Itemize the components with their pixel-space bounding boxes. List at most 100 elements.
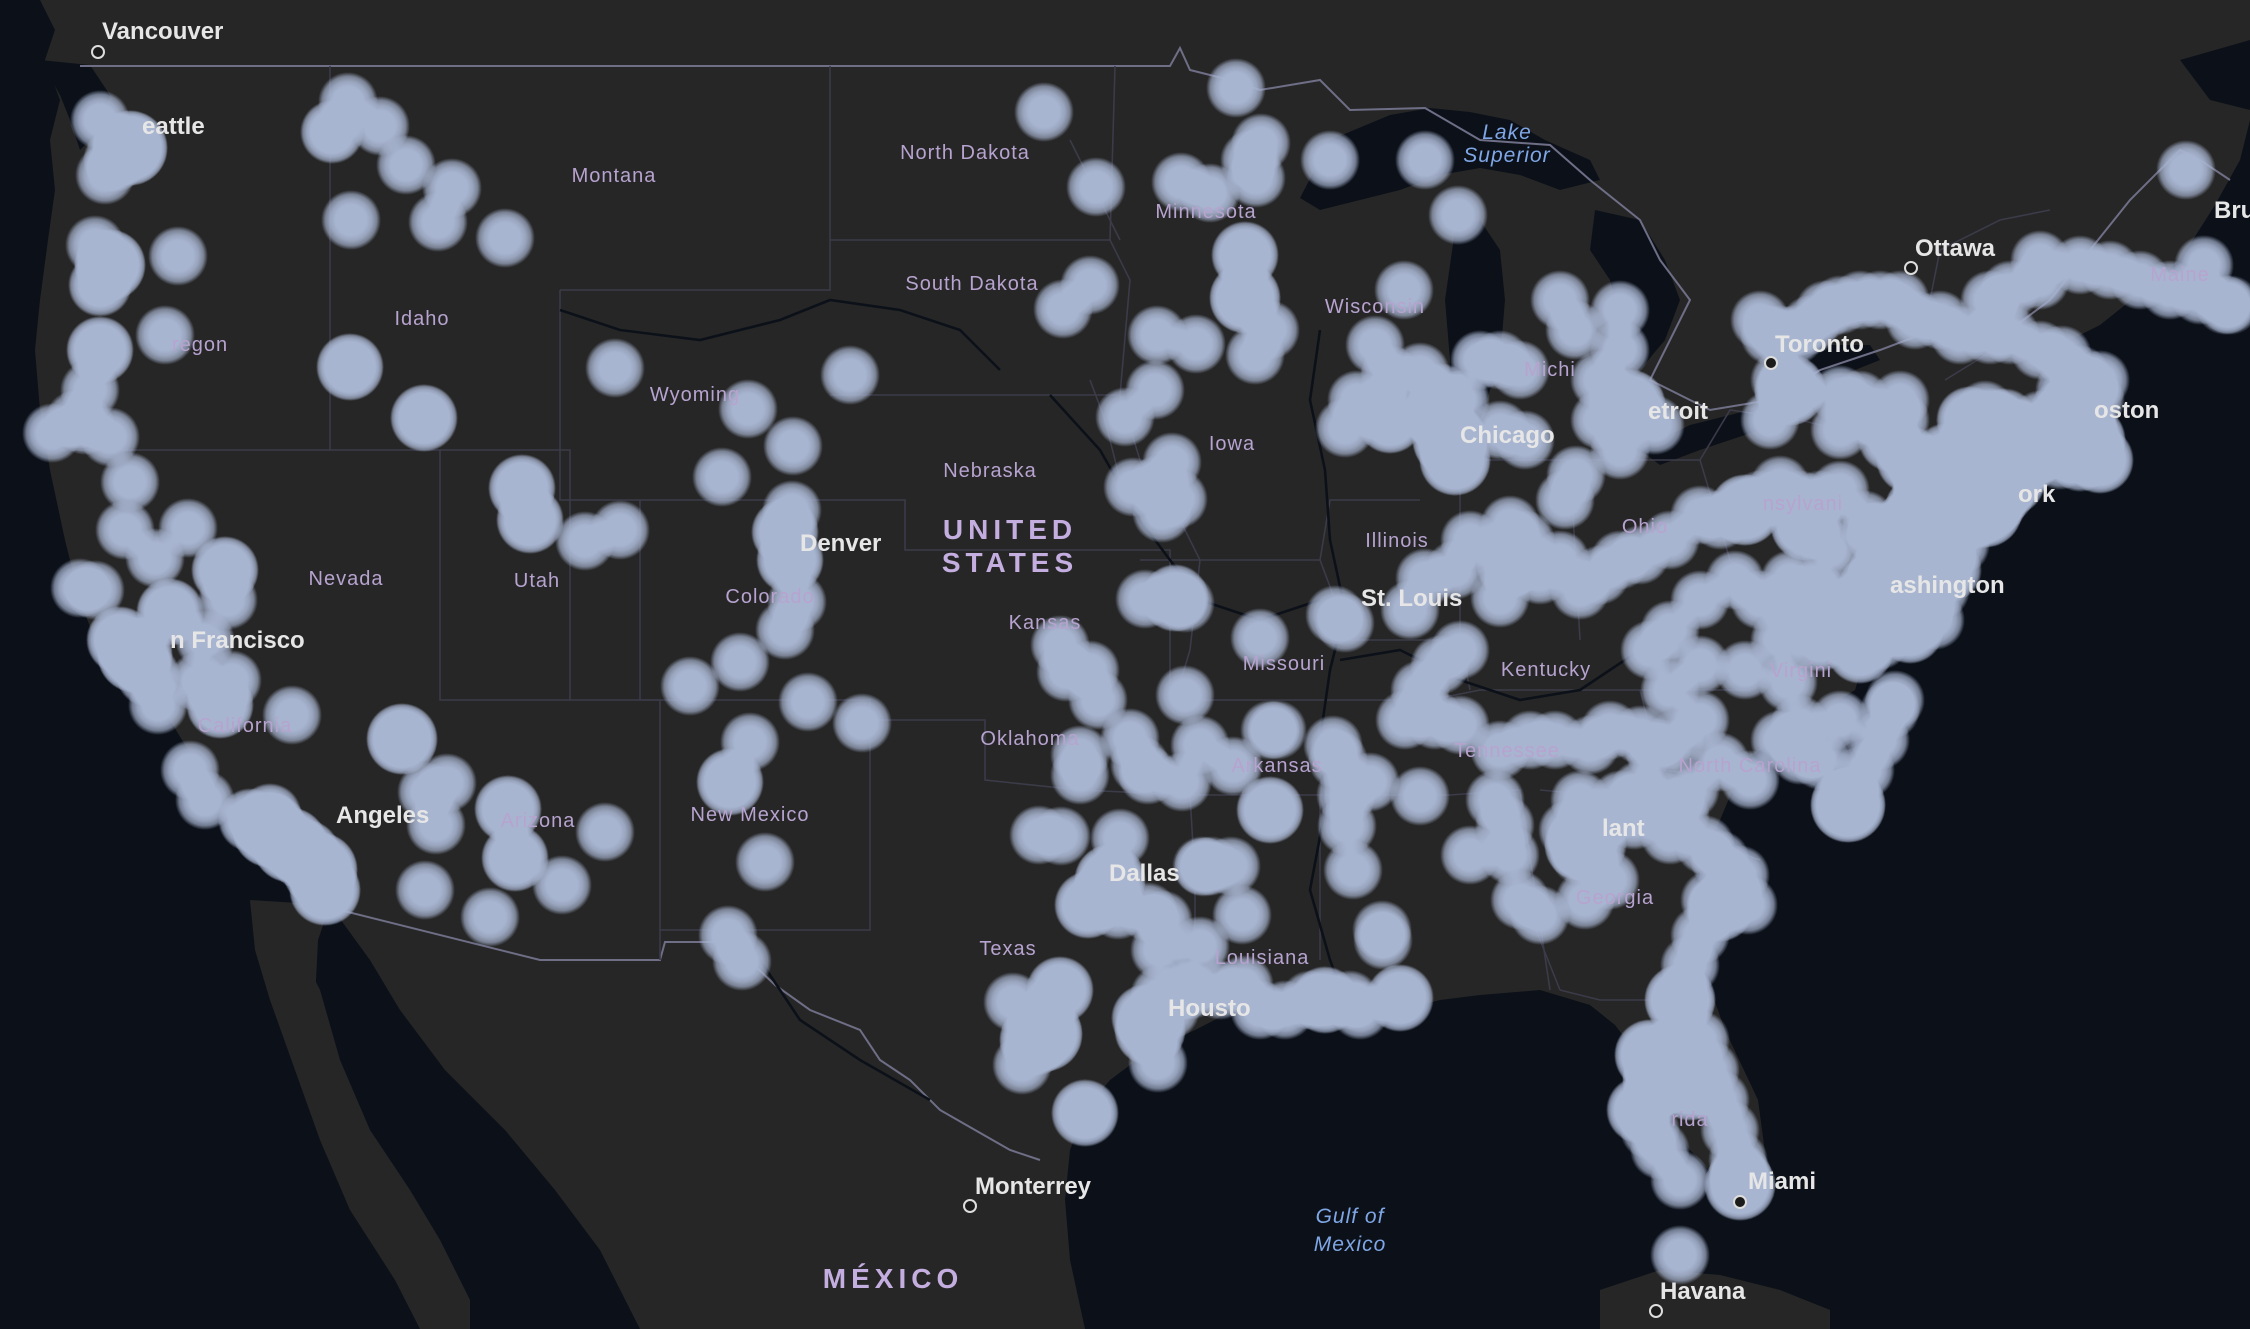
city-dot-vancouver bbox=[91, 45, 105, 59]
heat-point bbox=[1236, 776, 1304, 844]
heat-point bbox=[1708, 1143, 1772, 1207]
state-label-north-carolina: North Carolina bbox=[1679, 755, 1822, 777]
heat-point bbox=[1212, 885, 1272, 945]
heat-point bbox=[1366, 964, 1434, 1032]
city-label-new-york: ork bbox=[2018, 481, 2056, 508]
state-label-ohio: Ohio bbox=[1622, 516, 1668, 538]
heat-point bbox=[1166, 314, 1226, 374]
heat-point bbox=[1100, 708, 1160, 768]
heat-point bbox=[1155, 665, 1215, 725]
state-label-new-mexico: New Mexico bbox=[691, 804, 810, 826]
state-label-utah: Utah bbox=[514, 570, 560, 592]
heat-point bbox=[1535, 470, 1595, 530]
heat-point bbox=[1340, 752, 1400, 812]
heat-point bbox=[1132, 483, 1192, 543]
city-dot-miami bbox=[1733, 1195, 1747, 1209]
heat-point bbox=[366, 703, 438, 775]
heat-point bbox=[376, 135, 436, 195]
city-label-monterrey: Monterrey bbox=[975, 1173, 1092, 1200]
heat-point bbox=[289, 854, 361, 926]
city-dot-havana bbox=[1649, 1304, 1663, 1318]
heat-point bbox=[1865, 670, 1925, 730]
state-label-tennessee: Tennessee bbox=[1454, 740, 1560, 762]
heat-point bbox=[575, 802, 635, 862]
heat-point bbox=[1490, 870, 1550, 930]
heat-point bbox=[135, 305, 195, 365]
heat-point bbox=[1740, 390, 1800, 450]
heat-point bbox=[735, 832, 795, 892]
heat-point bbox=[762, 480, 822, 540]
city-label-ottawa: Ottawa bbox=[1915, 235, 1996, 262]
heat-point bbox=[481, 824, 549, 892]
heat-point bbox=[585, 338, 645, 398]
state-label-virginia: Virgini bbox=[1770, 660, 1832, 682]
heat-point bbox=[1380, 580, 1440, 640]
heat-point bbox=[80, 407, 140, 467]
heat-point bbox=[75, 145, 135, 205]
city-label-san-francisco: n Francisco bbox=[170, 627, 305, 654]
state-labels: Montana North Dakota South Dakota Minnes… bbox=[172, 142, 2209, 1131]
state-label-georgia: Georgia bbox=[1576, 887, 1654, 909]
heat-point bbox=[406, 795, 466, 855]
heat-point bbox=[767, 572, 827, 632]
state-label-iowa: Iowa bbox=[1209, 433, 1255, 455]
heat-point bbox=[820, 345, 880, 405]
heat-point bbox=[1225, 325, 1285, 385]
heat-point bbox=[718, 379, 778, 439]
state-label-texas: Texas bbox=[979, 938, 1036, 960]
state-label-illinois: Illinois bbox=[1365, 530, 1429, 552]
state-label-kentucky: Kentucky bbox=[1501, 659, 1591, 681]
state-label-north-dakota: North Dakota bbox=[900, 142, 1030, 164]
city-markers bbox=[91, 45, 1918, 1318]
heat-point bbox=[1490, 340, 1550, 400]
city-label-dallas: Dallas bbox=[1109, 860, 1180, 887]
city-label-havana: Havana bbox=[1660, 1278, 1746, 1305]
state-label-arizona: Arizona bbox=[501, 810, 576, 832]
heat-point bbox=[158, 498, 218, 558]
heat-point bbox=[1220, 130, 1280, 190]
heat-point bbox=[218, 788, 282, 852]
city-label-miami: Miami bbox=[1748, 1168, 1816, 1195]
water-labels: Lake Superior Gulf of Mexico bbox=[1314, 121, 1550, 1256]
heat-point bbox=[532, 855, 592, 915]
heat-point bbox=[1203, 736, 1263, 796]
city-label-washington: ashington bbox=[1890, 572, 2005, 599]
city-label-houston: Housto bbox=[1168, 995, 1251, 1022]
heat-point bbox=[1051, 1079, 1119, 1147]
state-label-missouri: Missouri bbox=[1243, 653, 1325, 675]
heat-point bbox=[1095, 387, 1155, 447]
heat-point bbox=[2030, 430, 2090, 490]
city-label-brunswick: Bru bbox=[2214, 197, 2250, 224]
heat-point bbox=[1606, 1076, 1674, 1144]
state-label-michigan: Michi bbox=[1524, 359, 1576, 381]
country-label-states: STATES bbox=[942, 547, 1078, 578]
gulf-of-mexico-label-2: Mexico bbox=[1314, 1233, 1387, 1256]
city-label-st-louis: St. Louis bbox=[1361, 585, 1462, 612]
city-label-chicago: Chicago bbox=[1460, 422, 1555, 449]
heat-point bbox=[1206, 58, 1266, 118]
heat-point bbox=[590, 500, 650, 560]
heat-point bbox=[1155, 573, 1215, 633]
heat-point bbox=[692, 447, 752, 507]
heat-point bbox=[1300, 130, 1360, 190]
heat-point bbox=[1201, 836, 1261, 896]
city-label-los-angeles: Angeles bbox=[336, 802, 429, 829]
heat-point bbox=[1670, 690, 1730, 750]
gulf-of-mexico-label: Gulf of bbox=[1316, 1205, 1386, 1228]
city-label-detroit: etroit bbox=[1648, 398, 1708, 425]
state-label-florida: rida bbox=[1671, 1109, 1708, 1131]
state-label-montana: Montana bbox=[572, 165, 657, 187]
heat-point bbox=[1465, 770, 1525, 830]
heat-point bbox=[660, 656, 720, 716]
heat-point bbox=[321, 190, 381, 250]
heat-point bbox=[712, 931, 772, 991]
heat-point bbox=[1247, 700, 1307, 760]
city-dot-toronto bbox=[1764, 356, 1778, 370]
heat-point bbox=[1440, 825, 1500, 885]
heat-point bbox=[262, 685, 322, 745]
state-label-oregon: regon bbox=[172, 334, 228, 356]
city-label-toronto: Toronto bbox=[1775, 331, 1864, 358]
heat-point bbox=[65, 560, 125, 620]
